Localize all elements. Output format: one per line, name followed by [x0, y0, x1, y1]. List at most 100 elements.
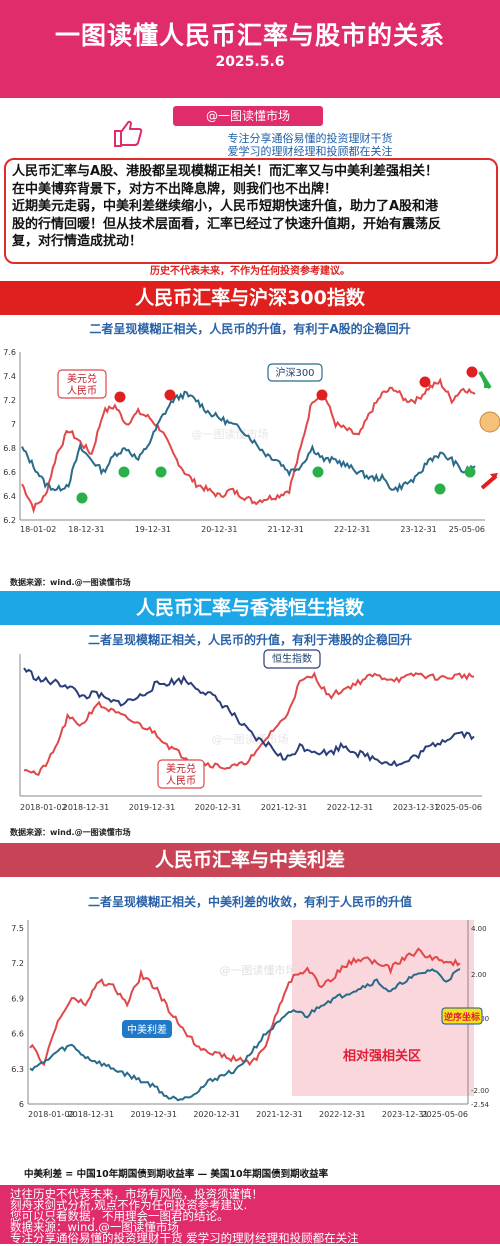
series-rmb	[21, 377, 476, 515]
intro-line-3: 近期美元走弱，中美利差继续缩小，人民币短期快速升值，助力了A股和港	[12, 199, 439, 214]
y-tick-label-left: 6.3	[11, 1065, 24, 1074]
label-hs300-box	[267, 363, 323, 382]
watermark: @一图读懂市场	[220, 963, 297, 977]
section2-band: 人民币汇率与香港恒生指数	[0, 591, 500, 625]
x-tick-label: 2019-12-31	[129, 803, 176, 812]
peak-marker	[316, 389, 328, 401]
x-tick-label: 2021-12-31	[256, 1110, 303, 1119]
trough-marker	[155, 466, 167, 478]
y-tick-label-left: 7.2	[11, 959, 24, 968]
label-rmb-text: 人民币	[67, 385, 97, 397]
y-tick-label-left: 6.6	[11, 1030, 24, 1039]
section3-footnote: 中美利差 = 中国10年期国债到期收益率 — 美国10年期国债到期收益率	[24, 1169, 329, 1180]
chart-1: 6.2 6.4 6.6 6.8 7 7.2 7.4 7.6 18-01-02 18-12-31 19…	[3, 348, 500, 534]
intro-line-5: 复，对行情造成扰动！	[12, 234, 143, 249]
intro-line-2: 在中美博弈背景下，对方不出降息牌，则我们也不出牌！	[12, 181, 338, 197]
x-tick-label: 22-12-31	[334, 525, 370, 534]
series-rmb	[23, 671, 475, 777]
zone-label: 相对强相关区	[343, 1048, 421, 1064]
x-tick-label: 2023-12-31	[393, 803, 440, 812]
y-tick-label: 6.6	[3, 468, 16, 477]
footer: 过往历史不代表未来，市场有风险，投资须谨慎！ 刻舟求剑式分析,观点不作为任何投资…	[0, 1185, 500, 1245]
watermark: @一图读懂市场	[192, 427, 269, 441]
reverse-axis-badge	[441, 1007, 483, 1025]
label-hs300-text: 沪深300	[275, 366, 314, 379]
disclaimer: 历史不代表未来，不作为任何投资参考建议。	[150, 266, 350, 277]
series-hs300	[21, 390, 476, 494]
y-tick-label-left: 7.5	[11, 924, 24, 933]
x-tick-label: 18-01-02	[20, 525, 56, 534]
x-tick-label: 2019-12-31	[130, 1110, 177, 1119]
y-tick-label: 7.2	[3, 396, 16, 405]
y-tick-label-right: 2.00	[471, 971, 487, 979]
y-tick-label: 7.6	[3, 348, 16, 357]
trough-marker	[312, 466, 324, 478]
y-tick-label: 7	[11, 420, 16, 429]
y-tick-label-left: 6.9	[11, 994, 24, 1003]
label-rmb-text: 美元兑	[166, 762, 196, 775]
x-tick-label: 18-12-31	[68, 525, 104, 534]
section2-source: 数据来源：wind.@一图读懂市场	[10, 828, 131, 837]
peak-marker	[114, 391, 126, 403]
peak-marker	[466, 366, 478, 378]
y-tick-label: 6.8	[3, 444, 16, 453]
footer-line-5: 专注分享通俗易懂的投资理财干货 爱学习的理财经理和投顾都在关注	[10, 1231, 359, 1245]
x-tick-label: 2025-05-06	[436, 803, 483, 812]
label-rmb-text: 人民币	[166, 775, 196, 787]
section1-source: 数据来源：wind.@一图读懂市场	[10, 578, 131, 587]
label-hsi-text: 恒生指数	[272, 652, 312, 665]
y-tick-label-right: 4.00	[471, 925, 487, 933]
trough-marker	[434, 483, 446, 495]
x-tick-label: 2022-12-31	[319, 1110, 366, 1119]
page-date: 2025.5.6	[215, 54, 285, 70]
section1-band: 人民币汇率与沪深300指数	[0, 281, 500, 315]
footer-line-3: 您可以只看数据，不用理会一图君的结论。	[10, 1209, 229, 1223]
tagline-2: 爱学习的理财经理和投顾都在关注	[227, 145, 393, 158]
brand-badge: @一图读懂市场	[173, 106, 323, 126]
footer-line-1: 过往历史不代表未来，市场有风险，投资须谨慎！	[10, 1187, 263, 1201]
y-tick-label: 6.4	[3, 492, 16, 501]
x-tick-label: 2023-12-31	[382, 1110, 429, 1119]
trough-marker	[76, 492, 88, 504]
label-hsi-box	[263, 649, 321, 669]
chart-3: 66.36.66.97.27.5-2.54-2.00-0.002.004.002…	[11, 920, 490, 1119]
page-title: 一图读懂人民币汇率与股市的关系	[54, 21, 445, 50]
label-spread-text: 中美利差	[127, 1023, 167, 1036]
section1-subtitle: 二者呈现模糊正相关，人民币的升值，有利于A股的企稳回升	[89, 322, 411, 336]
thumbs-up-icon	[114, 120, 143, 147]
up-arrow-icon	[490, 473, 498, 480]
section3-band: 人民币汇率与中美利差	[0, 843, 500, 877]
x-tick-label: 2018-12-31	[63, 803, 110, 812]
x-tick-label: 20-12-31	[201, 525, 237, 534]
x-tick-label: 2020-12-31	[193, 1110, 240, 1119]
footer-line-2: 刻舟求剑式分析,观点不作为任何投资参考建议.	[10, 1198, 248, 1212]
y-tick-label-right: -2.00	[471, 1087, 489, 1095]
y-tick-label: 6.2	[3, 516, 16, 525]
label-rmb-box	[57, 369, 107, 399]
x-tick-label: 23-12-31	[400, 525, 436, 534]
intro-box: 人民币汇率与A股、港股都呈现模糊正相关！而汇率又与中美利差强相关！ 在中美博弈背…	[4, 158, 498, 264]
tagline-1: 专注分享通俗易懂的投资理财干货	[227, 132, 393, 145]
x-tick-label: 21-12-31	[268, 525, 304, 534]
series-hsi	[23, 667, 475, 768]
intro-line-1: 人民币汇率与A股、港股都呈现模糊正相关！而汇率又与中美利差强相关！	[12, 164, 439, 179]
trough-marker	[118, 466, 130, 478]
y-tick-label-left: 6	[19, 1100, 24, 1109]
reverse-axis-text: 逆序坐标	[444, 1011, 480, 1023]
section2-subtitle: 二者呈现模糊正相关，人民币的升值，有利于港股的企稳回升	[87, 633, 412, 647]
peak-marker	[419, 376, 431, 388]
down-arrow-icon	[478, 370, 492, 390]
hand-pointer-icon	[479, 411, 500, 433]
watermark: @一图读懂市场	[212, 732, 289, 746]
x-tick-label: 19-12-31	[135, 525, 171, 534]
trough-marker	[464, 466, 476, 478]
x-tick-label: 25-05-06	[449, 525, 485, 534]
section3-subtitle: 二者呈现模糊正相关，中美利差的收敛，有利于人民币的升值	[87, 895, 412, 909]
x-tick-label: 2025-05-06	[422, 1110, 469, 1119]
x-tick-label: 2020-12-31	[195, 803, 242, 812]
x-tick-label: 2018-01-02	[28, 1110, 75, 1119]
label-rmb-box	[157, 759, 205, 789]
x-tick-label: 2018-12-31	[68, 1110, 115, 1119]
label-rmb-text: 美元兑	[67, 372, 97, 385]
